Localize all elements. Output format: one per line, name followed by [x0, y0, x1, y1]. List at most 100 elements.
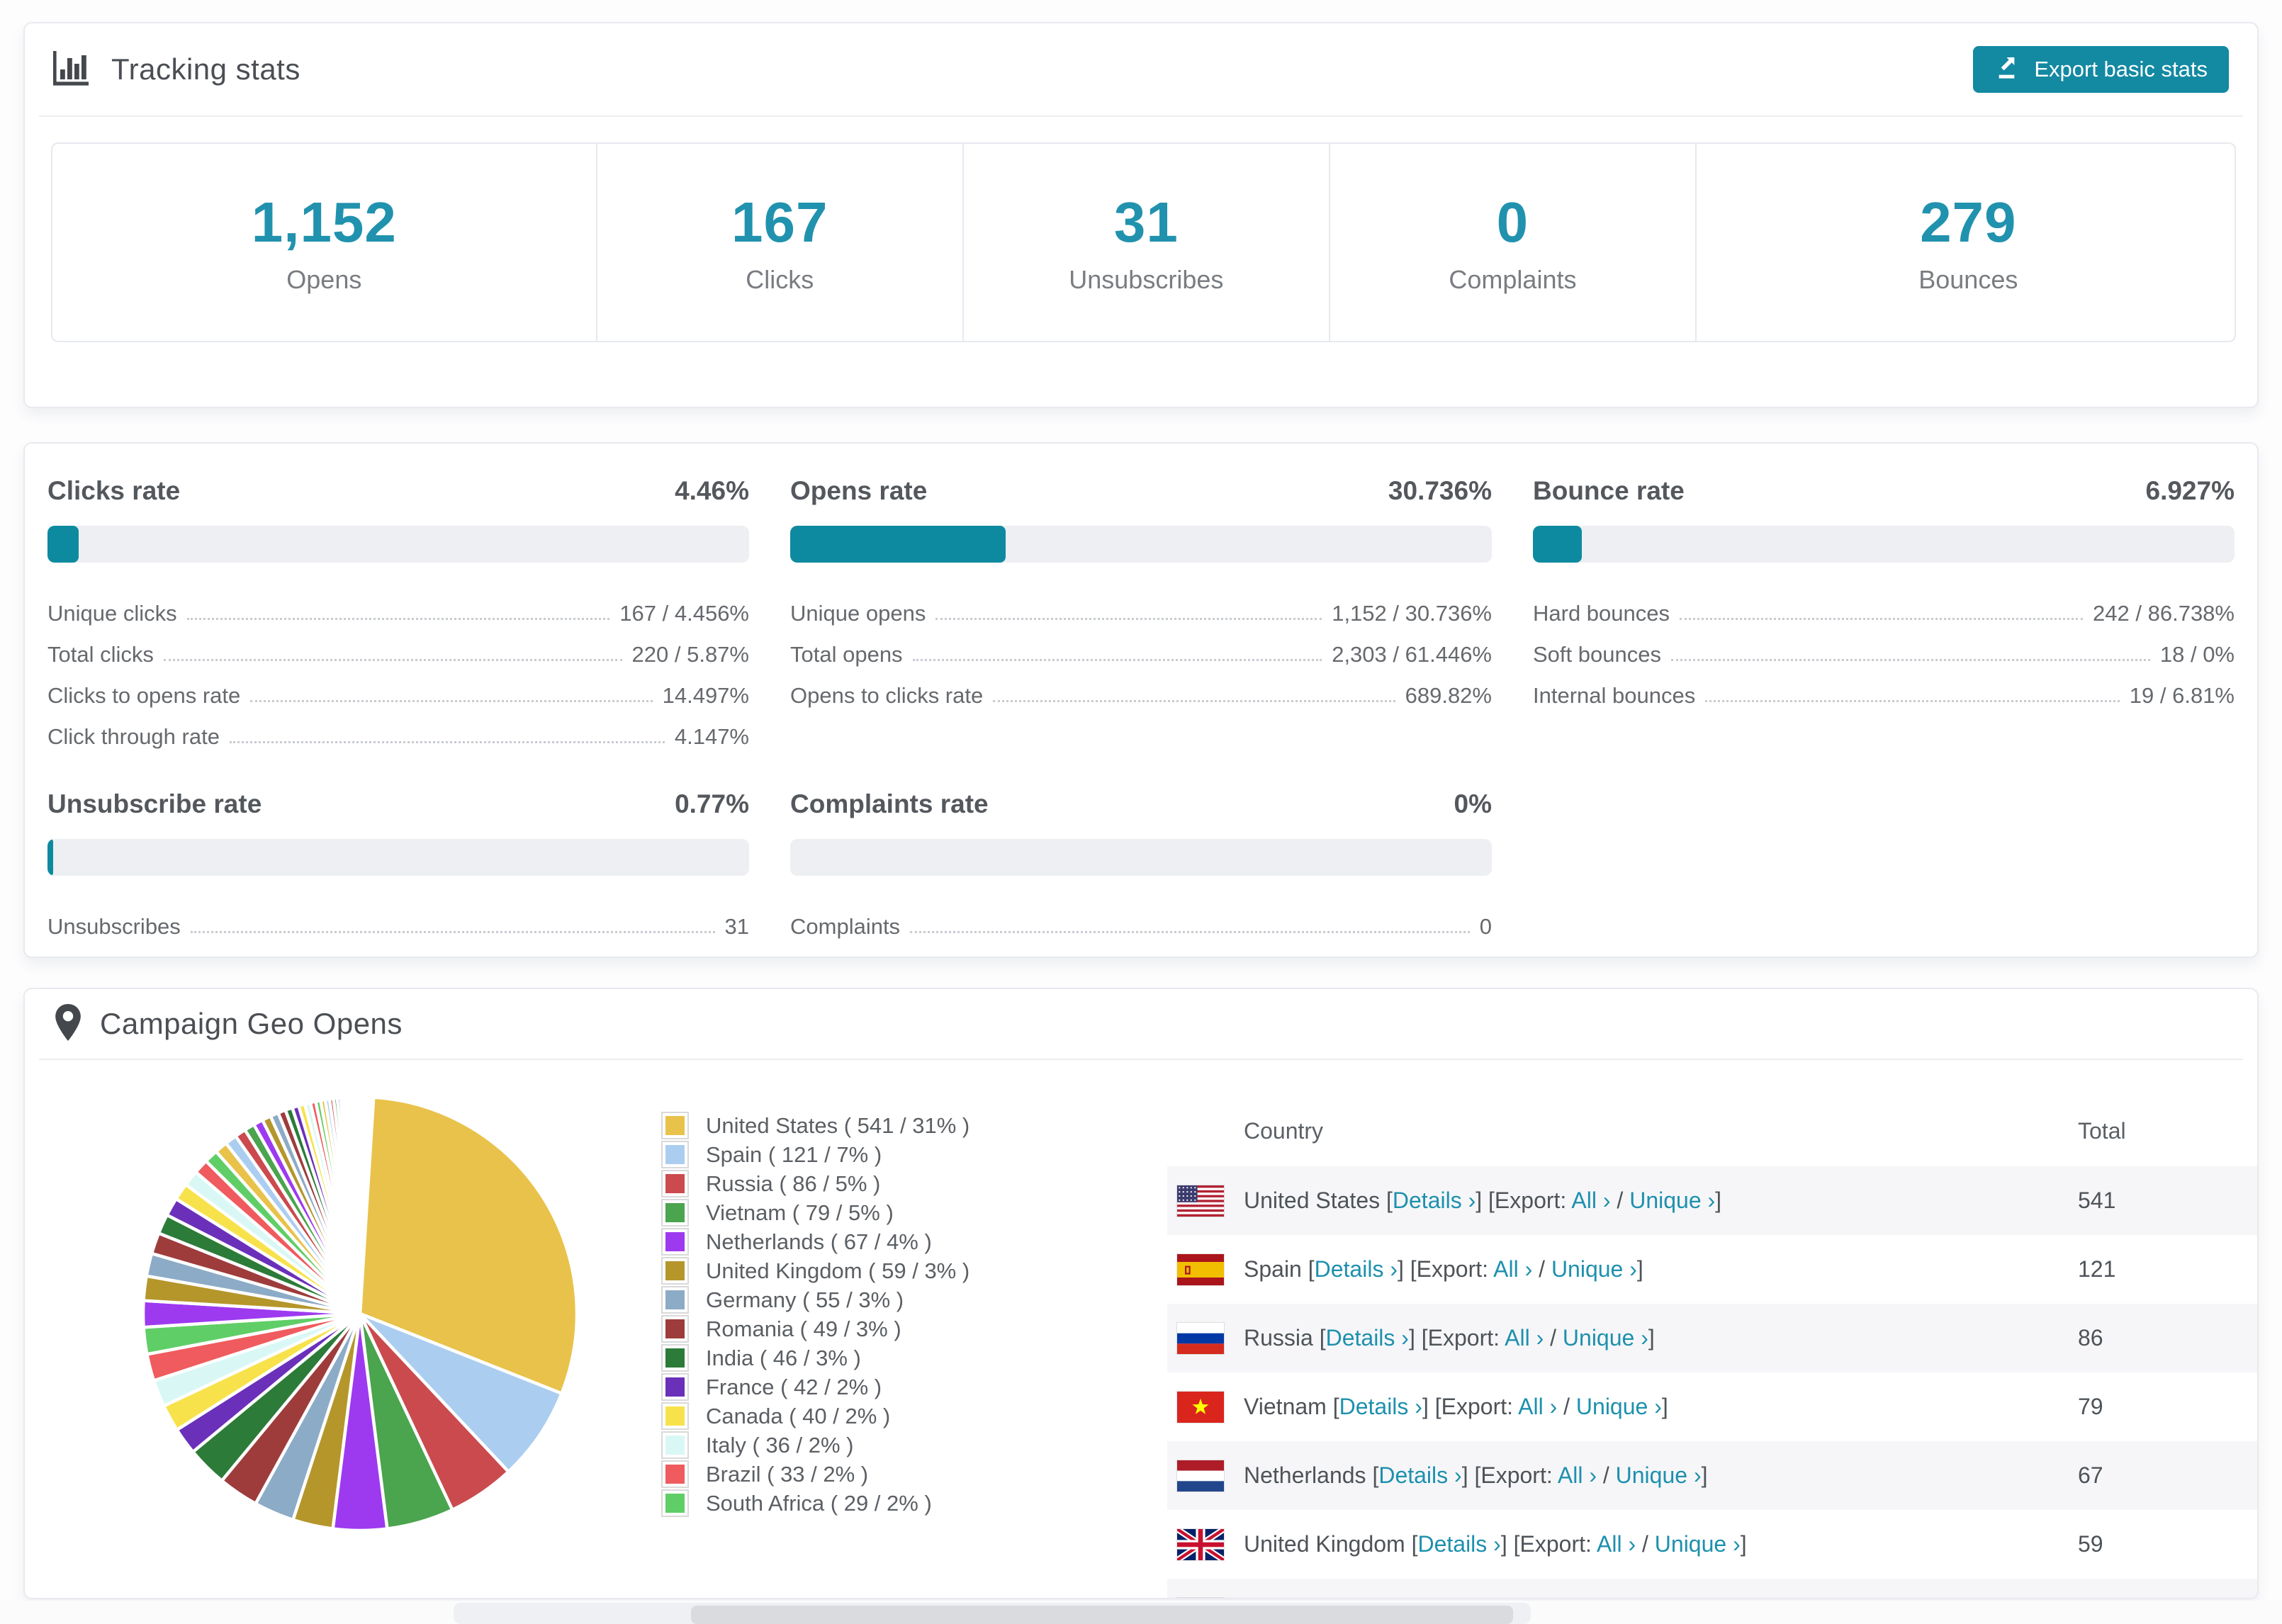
rate-row-label: Opens to clicks rate — [790, 683, 984, 708]
tracking-stats-card: Tracking stats Export basic stats 1,152 O… — [23, 22, 2259, 408]
rate-progress-track — [1533, 526, 2235, 563]
link-separator: / — [1596, 1462, 1616, 1488]
link-separator: / — [1610, 1188, 1630, 1213]
stat-cell-opens: 1,152 Opens — [52, 144, 596, 341]
rate-detail-row: Opens to clicks rate 689.82% — [790, 667, 1492, 709]
export-basic-stats-button[interactable]: Export basic stats — [1973, 46, 2229, 93]
nl-flag-icon — [1177, 1460, 1224, 1492]
country-name: Netherlands [ — [1244, 1462, 1379, 1488]
export-unique-link[interactable]: Unique › — [1551, 1256, 1637, 1282]
rate-title: Opens rate — [790, 476, 928, 505]
export-unique-link[interactable]: Unique › — [1562, 1325, 1648, 1350]
rate-title: Complaints rate — [790, 789, 989, 818]
export-all-link[interactable]: All › — [1597, 1531, 1636, 1557]
export-all-link[interactable]: All › — [1518, 1394, 1558, 1419]
geo-table-row: Vietnam [Details ›] [Export: All › / Uni… — [1167, 1372, 2257, 1441]
rate-panel-header: Clicks rate 4.46% — [47, 476, 749, 506]
rate-detail-rows: Unique opens 1,152 / 30.736% Total opens 2,… — [790, 585, 1492, 709]
rate-progress-fill — [47, 839, 53, 876]
rate-panel-bounce-rate: Bounce rate 6.927% Hard bounces 242 / 86.73… — [1533, 476, 2235, 750]
rate-detail-row: Unique clicks 167 / 4.456% — [47, 585, 749, 626]
country-cell-text: Vietnam [Details ›] [Export: All › / Uni… — [1244, 1394, 1668, 1420]
dotted-leader — [1680, 618, 2084, 620]
legend-label: Russia ( 86 / 5% ) — [706, 1171, 881, 1196]
legend-label: Italy ( 36 / 2% ) — [706, 1432, 854, 1457]
legend-item: France ( 42 / 2% ) — [663, 1372, 969, 1402]
rate-row-label: Complaints — [790, 914, 901, 939]
stat-cell-bounces: 279 Bounces — [1694, 144, 2235, 341]
rate-value: 0.77% — [675, 789, 749, 818]
legend-swatch — [663, 1404, 687, 1428]
legend-label: Vietnam ( 79 / 5% ) — [706, 1200, 894, 1225]
rate-title: Unsubscribe rate — [47, 789, 262, 818]
legend-swatch — [663, 1113, 687, 1138]
legend-item: Germany ( 55 / 3% ) — [663, 1285, 969, 1314]
details-link[interactable]: Details › — [1314, 1256, 1398, 1282]
details-link[interactable]: Details › — [1417, 1531, 1501, 1557]
stat-label: Bounces — [1918, 265, 2018, 294]
geo-table-body: United States [Details ›] [Export: All ›… — [1167, 1166, 2257, 1598]
stat-value: 31 — [1113, 191, 1179, 254]
dotted-leader — [229, 741, 665, 743]
export-unique-link[interactable]: Unique › — [1575, 1394, 1662, 1419]
rate-progress-fill — [1533, 526, 1582, 563]
stat-cell-unsubscribes: 31 Unsubscribes — [962, 144, 1329, 341]
gb-flag-icon — [1177, 1528, 1224, 1560]
legend-swatch — [663, 1171, 687, 1196]
stat-value: 1,152 — [251, 191, 397, 254]
rate-row-label: Clicks to opens rate — [47, 683, 241, 708]
rate-row-value: 2,303 / 61.446% — [1332, 642, 1492, 667]
details-link[interactable]: Details › — [1339, 1394, 1422, 1419]
total-column-header: Total — [2078, 1117, 2126, 1144]
rate-detail-row: Total opens 2,303 / 61.446% — [790, 626, 1492, 667]
rate-panel-header: Complaints rate 0% — [790, 789, 1492, 819]
header-divider — [39, 115, 2243, 117]
details-link[interactable]: Details › — [1325, 1325, 1409, 1350]
legend-swatch — [663, 1229, 687, 1254]
export-all-link[interactable]: All › — [1571, 1188, 1611, 1213]
stat-label: Opens — [286, 265, 362, 294]
geo-table: Country Total United States [Details ›] … — [1167, 1095, 2257, 1598]
bar-chart-icon — [52, 50, 94, 90]
rate-row-label: Unsubscribes — [47, 914, 181, 939]
geo-table-row: United Kingdom [Details ›] [Export: All … — [1167, 1510, 2257, 1579]
rate-detail-row: Clicks to opens rate 14.497% — [47, 667, 749, 709]
rate-progress-track — [790, 839, 1492, 876]
legend-item: Spain ( 121 / 7% ) — [663, 1140, 969, 1169]
closing-bracket: ] — [1740, 1531, 1747, 1557]
legend-item: United States ( 541 / 31% ) — [663, 1111, 969, 1140]
export-all-link[interactable]: All › — [1505, 1325, 1544, 1350]
export-all-link[interactable]: All › — [1493, 1256, 1533, 1282]
map-pin-icon — [53, 1003, 83, 1046]
export-unique-link[interactable]: Unique › — [1654, 1531, 1741, 1557]
stat-value: 279 — [1920, 191, 2017, 254]
dotted-leader — [250, 700, 653, 702]
rate-row-value: 18 / 0% — [2159, 642, 2235, 667]
export-all-link[interactable]: All › — [1557, 1462, 1597, 1488]
stat-cell-complaints: 0 Complaints — [1328, 144, 1695, 341]
country-cell-text: Russia [Details ›] [Export: All › / Uniq… — [1244, 1325, 1655, 1351]
rate-detail-row: Unique opens 1,152 / 30.736% — [790, 585, 1492, 626]
dotted-leader — [1705, 700, 2120, 702]
rate-row-value: 689.82% — [1405, 683, 1492, 708]
legend-swatch — [663, 1142, 687, 1167]
country-name: United States [ — [1244, 1188, 1393, 1213]
rate-detail-rows: Complaints 0 — [790, 898, 1492, 940]
legend-swatch — [663, 1491, 687, 1516]
legend-swatch — [663, 1433, 687, 1457]
export-unique-link[interactable]: Unique › — [1615, 1462, 1702, 1488]
country-name: United Kingdom [ — [1244, 1531, 1418, 1557]
stat-value: 167 — [731, 191, 828, 254]
legend-label: Germany ( 55 / 3% ) — [706, 1287, 904, 1312]
stat-label: Clicks — [746, 265, 814, 294]
export-unique-link[interactable]: Unique › — [1629, 1188, 1716, 1213]
legend-label: South Africa ( 29 / 2% ) — [706, 1490, 932, 1516]
vn-flag-icon — [1177, 1391, 1224, 1423]
legend-swatch — [663, 1375, 687, 1399]
geo-header-divider — [39, 1059, 2243, 1060]
rate-detail-row: Total clicks 220 / 5.87% — [47, 626, 749, 667]
rates-card: Clicks rate 4.46% Unique clicks 167 / 4.456… — [23, 442, 2259, 958]
details-link[interactable]: Details › — [1378, 1462, 1462, 1488]
details-link[interactable]: Details › — [1392, 1188, 1476, 1213]
pie-slice-other — [358, 1095, 376, 1314]
